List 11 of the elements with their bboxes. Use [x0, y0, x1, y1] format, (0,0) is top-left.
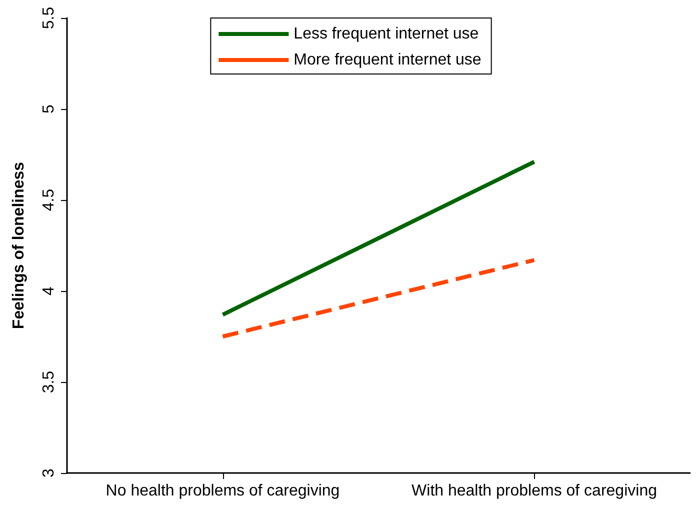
y-tick-label: 3 [40, 468, 58, 478]
x-tick-label: With health problems of caregiving [412, 482, 657, 500]
legend-label: Less frequent internet use [294, 26, 479, 42]
x-tick-label: No health problems of caregiving [106, 482, 340, 500]
y-tick-label: 4 [40, 286, 58, 296]
y-tick-label: 5 [40, 104, 58, 114]
y-axis-title: Feelings of loneliness [10, 162, 28, 330]
y-tick-label: 5.5 [40, 6, 58, 30]
y-tick-label: 4.5 [40, 188, 58, 212]
legend-label: More frequent internet use [294, 52, 482, 68]
y-tick-label: 3.5 [40, 370, 58, 394]
